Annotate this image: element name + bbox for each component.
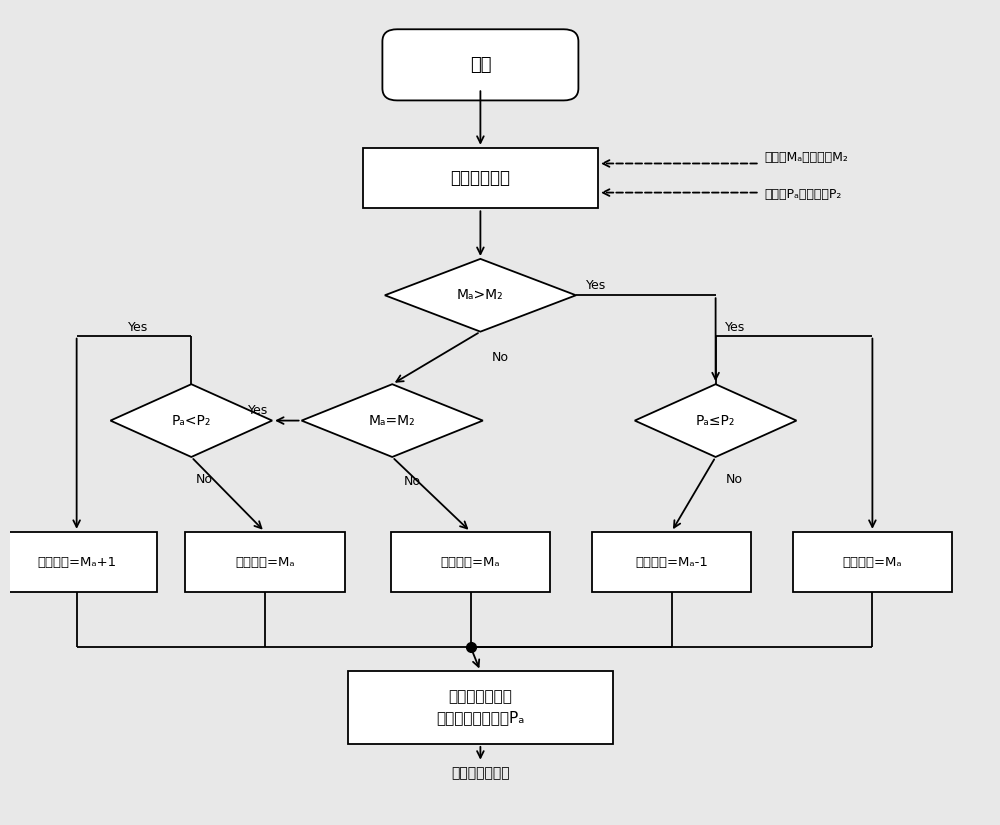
Text: 寄存采样信息: 寄存采样信息 bbox=[450, 169, 510, 187]
Text: 获取去跳周后的
码计数值和码相位Pₐ: 获取去跳周后的 码计数值和码相位Pₐ bbox=[436, 690, 525, 726]
Polygon shape bbox=[302, 384, 483, 457]
Text: Yes: Yes bbox=[128, 321, 148, 334]
Bar bbox=[185, 532, 345, 592]
Text: 码计数值=Mₐ: 码计数值=Mₐ bbox=[843, 555, 902, 568]
Text: 开始: 开始 bbox=[470, 56, 491, 74]
Text: 码计数值=Mₐ: 码计数值=Mₐ bbox=[441, 555, 500, 568]
Text: 码相位Pₐ、码相位P₂: 码相位Pₐ、码相位P₂ bbox=[765, 188, 842, 200]
Text: 码计数Mₐ、码计数M₂: 码计数Mₐ、码计数M₂ bbox=[765, 151, 848, 164]
Polygon shape bbox=[110, 384, 272, 457]
Text: Yes: Yes bbox=[725, 321, 746, 334]
Bar bbox=[0, 532, 157, 592]
Polygon shape bbox=[385, 259, 576, 332]
Bar bbox=[793, 532, 952, 592]
Text: Pₐ≤P₂: Pₐ≤P₂ bbox=[696, 413, 735, 427]
Text: Mₐ=M₂: Mₐ=M₂ bbox=[369, 413, 416, 427]
Bar bbox=[348, 672, 613, 744]
Text: No: No bbox=[725, 473, 742, 486]
Text: 码计数值=Mₐ: 码计数值=Mₐ bbox=[235, 555, 295, 568]
Text: Mₐ>M₂: Mₐ>M₂ bbox=[457, 288, 504, 302]
Text: 码计数值=Mₐ+1: 码计数值=Mₐ+1 bbox=[37, 555, 116, 568]
Text: Yes: Yes bbox=[248, 404, 268, 417]
Bar bbox=[391, 532, 550, 592]
Text: 码计数值=Mₐ-1: 码计数值=Mₐ-1 bbox=[635, 555, 708, 568]
Text: Pₐ<P₂: Pₐ<P₂ bbox=[172, 413, 211, 427]
Text: No: No bbox=[196, 473, 213, 486]
Bar bbox=[363, 148, 598, 209]
FancyBboxPatch shape bbox=[382, 29, 578, 101]
Text: 填入下行测量帧: 填入下行测量帧 bbox=[451, 766, 510, 780]
Polygon shape bbox=[635, 384, 796, 457]
Text: Yes: Yes bbox=[586, 279, 606, 292]
Bar bbox=[592, 532, 751, 592]
Text: No: No bbox=[492, 351, 509, 365]
Text: No: No bbox=[404, 474, 421, 488]
